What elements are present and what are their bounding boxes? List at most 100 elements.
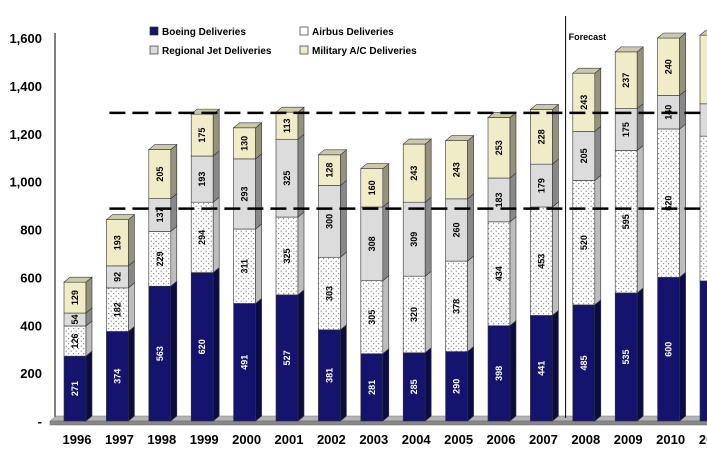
reference-lines (109, 111, 707, 210)
bar-segment-side (679, 32, 686, 97)
data-label: 398 (494, 366, 504, 381)
data-label: 193 (112, 235, 122, 250)
bar-segment-side (679, 271, 686, 422)
data-label: 434 (494, 266, 504, 281)
bar-top (444, 135, 475, 141)
bar-segment-side (636, 46, 644, 110)
data-label: 595 (621, 214, 631, 229)
bar-segment-side (85, 276, 93, 314)
y-tick-label: 1,200 (9, 127, 42, 142)
bar-segment-side (424, 270, 432, 354)
data-label: 620 (197, 339, 207, 354)
bar-segment-side (255, 223, 262, 305)
data-label: 175 (197, 128, 207, 143)
data-label: 527 (282, 350, 292, 365)
bar-segment-side (679, 89, 686, 130)
bar-segment-side (594, 174, 602, 306)
bar-top (232, 122, 263, 129)
bar-segment-side (340, 251, 347, 331)
bar-segment-side (255, 153, 262, 230)
data-label: 325 (282, 248, 292, 263)
bar-top (614, 46, 645, 53)
bar-segment-side (552, 309, 559, 422)
legend-swatch (299, 26, 309, 36)
bar-segment-side (128, 325, 135, 422)
bar-segment-side (297, 211, 305, 296)
bar-top (275, 106, 305, 113)
data-label: 271 (70, 381, 80, 396)
bar-segment-side (340, 149, 347, 187)
data-label: 381 (324, 368, 334, 383)
bar-segment-side (170, 280, 178, 422)
bar-segment-side (212, 266, 220, 422)
x-tick-label: 1996 (63, 432, 92, 447)
bar-segment-side (679, 123, 686, 279)
bar-segment-side (424, 138, 432, 203)
x-tick-label: 1999 (190, 432, 219, 447)
data-label: 160 (367, 180, 377, 195)
bar-segment-side (552, 201, 559, 317)
forecast-marker: Forecast (565, 16, 607, 418)
bar-segment-side (636, 144, 644, 294)
data-label: 229 (155, 251, 165, 266)
x-tick-label: 2010 (656, 432, 685, 447)
legend-label: Regional Jet Deliveries (162, 46, 272, 57)
bar-segment-side (382, 275, 390, 355)
data-label: 182 (112, 302, 122, 317)
data-label: 378 (452, 299, 462, 314)
data-label: 320 (409, 307, 419, 322)
data-label: 285 (409, 379, 419, 394)
forecast-label: Forecast (569, 32, 607, 42)
bar-segment-side (509, 320, 517, 422)
y-tick-label: - (38, 414, 42, 429)
bar-segment-side (594, 299, 602, 422)
y-tick-label: 400 (20, 318, 42, 333)
data-label: 179 (536, 178, 546, 193)
bar-segment-side (212, 108, 220, 157)
bar-segment-side (552, 158, 559, 208)
x-tick-label: 2008 (571, 432, 600, 447)
data-label: 620 (664, 196, 674, 211)
data-label: 563 (155, 346, 165, 361)
data-label: 243 (452, 162, 462, 177)
bar-segment-side (297, 133, 305, 218)
y-tick-label: 1,000 (9, 175, 42, 190)
bar-segment-side (636, 102, 644, 152)
data-label: 92 (112, 272, 122, 282)
x-tick-label: 2000 (232, 432, 261, 447)
bar-segment-side (170, 225, 178, 287)
y-tick-label: 800 (20, 223, 42, 238)
bars (63, 29, 707, 422)
data-label: 325 (282, 171, 292, 186)
data-label: 374 (112, 369, 122, 384)
bar-segment-side (170, 192, 178, 233)
axes: - 200 400 600 800 1,000 1,200 1,400 1,600 1996 199… (9, 31, 707, 447)
x-tick-label: 2003 (359, 432, 388, 447)
data-label: 128 (324, 163, 334, 178)
data-label: 441 (536, 361, 546, 376)
data-label: 309 (409, 232, 419, 247)
bar-segment-side (340, 179, 347, 258)
data-label: 600 (664, 342, 674, 357)
bar-segment-side (255, 122, 262, 160)
legend-swatch (149, 45, 159, 55)
bar-segment-side (509, 216, 517, 327)
bar-segment-side (509, 111, 517, 179)
bar-segment-side (467, 345, 474, 422)
x-tick-label: 2002 (317, 432, 346, 447)
data-label: 260 (452, 222, 462, 237)
data-label: 228 (536, 129, 546, 144)
legend-swatch (299, 45, 309, 55)
bar-top (402, 138, 433, 145)
bar-segment-side (212, 150, 220, 203)
data-label: 129 (70, 290, 80, 305)
bar-segment-side (85, 320, 93, 357)
bar-segment-side (170, 143, 178, 200)
bar-segment-side (636, 287, 644, 422)
data-label: 137 (155, 208, 165, 223)
bar-segment-side (128, 282, 135, 333)
legend-swatch (149, 26, 159, 36)
data-label: 485 (579, 355, 589, 370)
data-label: 293 (240, 186, 250, 201)
